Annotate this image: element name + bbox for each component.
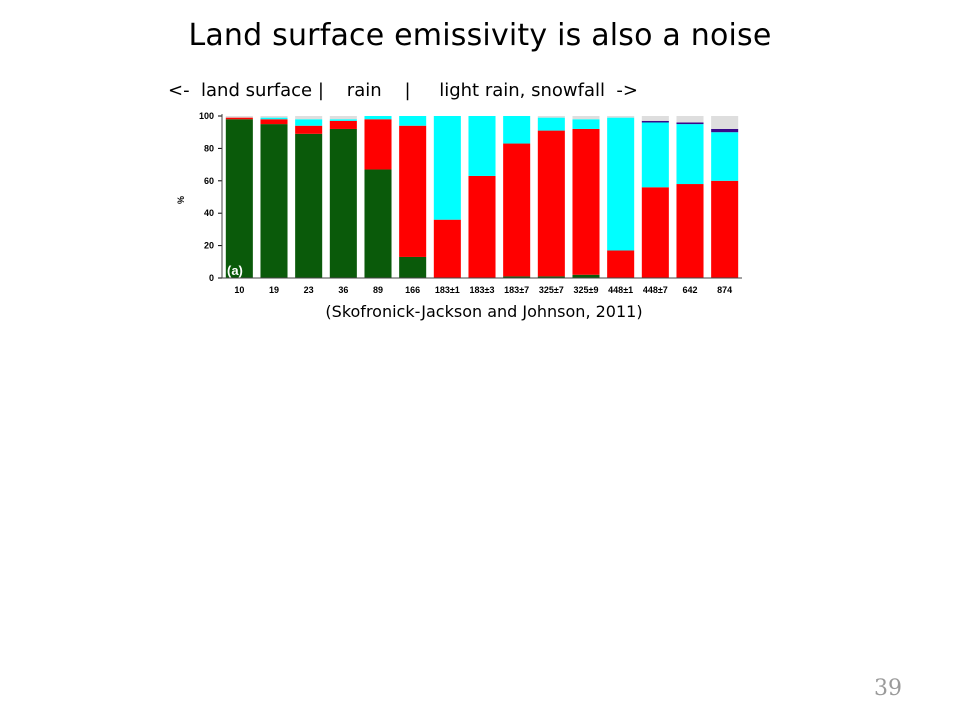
bar-segment — [329, 128, 357, 278]
bar-segment — [537, 116, 565, 118]
bar-segment — [607, 250, 635, 278]
y-tick-label: 40 — [204, 208, 214, 218]
bar-segment — [537, 276, 565, 278]
x-tick-label: 874 — [717, 285, 732, 295]
bar-segment — [295, 116, 323, 120]
x-tick-label: 183±3 — [470, 285, 495, 295]
x-tick-label: 10 — [234, 285, 244, 295]
bar-segment — [641, 122, 669, 188]
bar-segment — [295, 119, 323, 126]
x-tick-label: 183±7 — [504, 285, 529, 295]
bar-segment — [364, 169, 392, 278]
bar-segment — [711, 132, 739, 181]
y-tick-label: 60 — [204, 176, 214, 186]
x-tick-label: 166 — [405, 285, 420, 295]
bar-segment — [225, 119, 253, 279]
bar-segment — [572, 128, 600, 275]
bars — [225, 116, 739, 279]
bar-segment — [433, 219, 461, 278]
citation: (Skofronick-Jackson and Johnson, 2011) — [325, 302, 643, 321]
y-tick-label: 20 — [204, 241, 214, 251]
bar-segment — [468, 116, 496, 176]
bar-segment — [468, 175, 496, 278]
slide-subtitle: <- land surface | rain | light rain, sno… — [168, 80, 639, 101]
x-tick-label: 183±1 — [435, 285, 460, 295]
bar-segment — [572, 116, 600, 120]
bar-segment — [537, 130, 565, 277]
y-tick-label: 100 — [199, 111, 214, 121]
panel-label: (a) — [227, 263, 243, 278]
bar-segment — [676, 116, 704, 123]
bar-segment — [641, 116, 669, 121]
bar-segment — [260, 119, 288, 125]
bar-segment — [260, 116, 288, 118]
bar-segment — [399, 125, 427, 257]
bar-segment — [537, 117, 565, 131]
stacked-bar-chart: 0 20 40 60 80 100 10 19 23 36 89 166 183±1 183±3 183±7… — [176, 111, 742, 295]
axes: 0 20 40 60 80 100 10 19 23 36 89 166 183±1 183±3 183±7… — [199, 111, 742, 295]
bar-segment — [329, 119, 357, 121]
bar-segment — [225, 117, 253, 120]
bar-segment — [711, 116, 739, 129]
bar-segment — [433, 116, 461, 220]
bar-segment — [711, 180, 739, 278]
bar-segment — [572, 274, 600, 278]
x-tick-label: 23 — [304, 285, 314, 295]
bar-segment — [641, 187, 669, 278]
bar-segment — [607, 117, 635, 251]
bar-segment — [572, 119, 600, 129]
bar-segment — [607, 116, 635, 118]
bar-segment — [676, 124, 704, 185]
slide-title: Land surface emissivity is also a noise — [188, 18, 772, 53]
x-tick-label: 325±7 — [539, 285, 564, 295]
x-tick-label: 642 — [682, 285, 697, 295]
x-tick-label: 19 — [269, 285, 279, 295]
bar-segment — [399, 256, 427, 278]
y-axis-label: % — [176, 196, 186, 204]
bar-segment — [295, 133, 323, 278]
x-tick-label: 36 — [338, 285, 348, 295]
bar-segment — [676, 184, 704, 278]
bar-segment — [503, 276, 531, 278]
bar-segment — [329, 116, 357, 120]
y-tick-label: 0 — [209, 273, 214, 283]
x-tick-label: 325±9 — [574, 285, 599, 295]
x-tick-label: 448±1 — [608, 285, 633, 295]
bar-segment — [260, 117, 288, 120]
bar-segment — [676, 122, 704, 125]
bar-segment — [295, 125, 323, 134]
x-tick-label: 448±7 — [643, 285, 668, 295]
bar-segment — [364, 116, 392, 120]
page-number: 39 — [874, 676, 902, 701]
bar-segment — [711, 128, 739, 133]
bar-segment — [641, 120, 669, 123]
bar-segment — [503, 143, 531, 277]
y-tick-label: 80 — [204, 143, 214, 153]
bar-segment — [329, 120, 357, 129]
x-tick-label: 89 — [373, 285, 383, 295]
bar-segment — [503, 116, 531, 144]
bar-segment — [364, 119, 392, 170]
bar-segment — [225, 116, 253, 118]
bar-segment — [260, 124, 288, 278]
bar-segment — [399, 116, 427, 126]
